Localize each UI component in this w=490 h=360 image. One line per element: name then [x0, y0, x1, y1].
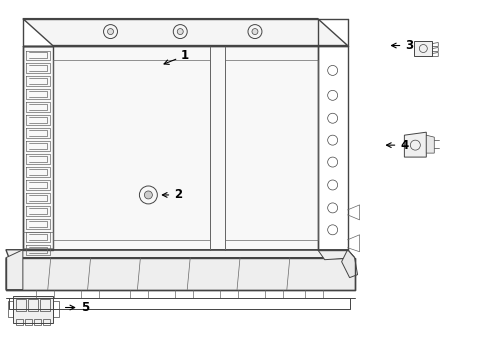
Polygon shape — [404, 132, 426, 157]
Polygon shape — [415, 41, 432, 57]
Polygon shape — [6, 250, 355, 258]
Circle shape — [107, 28, 114, 35]
Text: 3: 3 — [392, 39, 414, 52]
Polygon shape — [23, 45, 318, 250]
Polygon shape — [23, 19, 347, 45]
Circle shape — [145, 191, 152, 199]
Polygon shape — [318, 250, 355, 260]
Text: 1: 1 — [164, 49, 189, 64]
Circle shape — [177, 28, 183, 35]
Polygon shape — [342, 250, 358, 278]
Text: 2: 2 — [162, 188, 182, 202]
Text: 5: 5 — [66, 301, 90, 314]
Polygon shape — [13, 296, 53, 323]
Polygon shape — [6, 258, 355, 289]
Circle shape — [252, 28, 258, 35]
Polygon shape — [426, 135, 434, 153]
Polygon shape — [6, 250, 23, 289]
Text: 4: 4 — [387, 139, 409, 152]
